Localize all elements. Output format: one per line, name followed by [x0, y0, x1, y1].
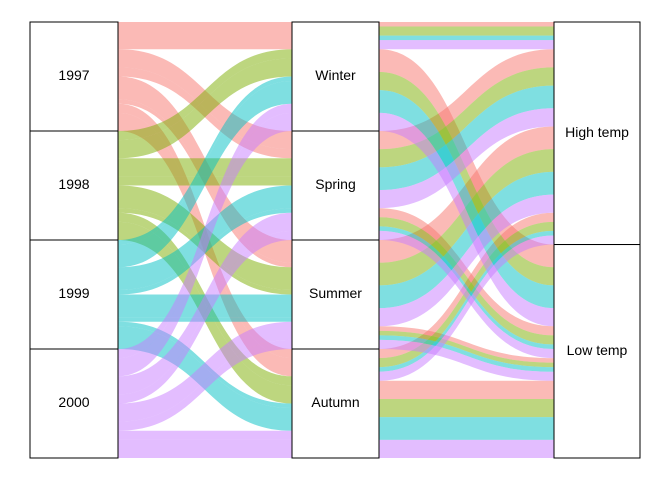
stratum-label: 1999	[58, 285, 89, 301]
stratum	[291, 130, 380, 241]
flow	[118, 35, 554, 245]
flow	[118, 235, 554, 440]
stratum-label: Summer	[309, 285, 362, 301]
flow	[118, 230, 554, 404]
stratum-label: 1998	[58, 176, 89, 192]
stratum	[553, 21, 641, 246]
flow	[118, 176, 554, 345]
stratum	[553, 244, 641, 459]
stratum	[29, 348, 119, 459]
stratum-label: 1997	[58, 67, 89, 83]
stratum-label: Low temp	[567, 342, 628, 358]
stratum-label: High temp	[565, 124, 629, 140]
stratum-label: Autumn	[311, 394, 359, 410]
stratum	[291, 21, 380, 132]
stratum-label: 2000	[58, 394, 89, 410]
flow	[118, 208, 554, 349]
flow	[118, 81, 554, 309]
stratum	[291, 348, 380, 459]
flow	[118, 339, 554, 431]
flow	[118, 26, 554, 141]
flow	[118, 108, 554, 395]
stratum	[291, 239, 380, 350]
stratum-label: Winter	[315, 67, 356, 83]
flow	[118, 171, 554, 318]
stratum-label: Spring	[315, 176, 355, 192]
flow	[118, 194, 554, 422]
flow	[118, 58, 554, 286]
flow	[118, 230, 554, 409]
flow	[118, 40, 554, 359]
flow	[118, 149, 554, 290]
